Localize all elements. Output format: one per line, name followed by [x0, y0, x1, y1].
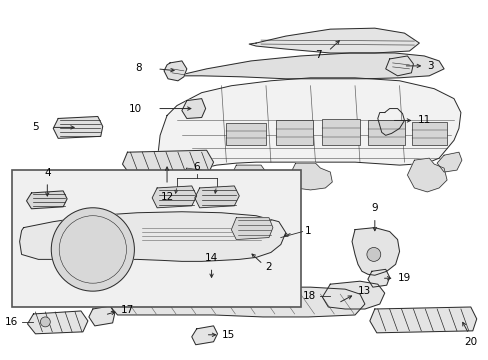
- Text: 13: 13: [357, 286, 370, 296]
- Text: 20: 20: [463, 337, 476, 347]
- Polygon shape: [288, 163, 331, 190]
- Polygon shape: [152, 186, 196, 208]
- Polygon shape: [164, 61, 186, 81]
- Polygon shape: [157, 78, 460, 175]
- Polygon shape: [231, 218, 272, 239]
- Polygon shape: [177, 53, 443, 79]
- Polygon shape: [367, 269, 389, 287]
- Polygon shape: [194, 186, 239, 208]
- Text: 11: 11: [417, 116, 430, 126]
- Text: 10: 10: [129, 104, 142, 113]
- Polygon shape: [180, 168, 206, 185]
- Polygon shape: [385, 56, 412, 76]
- Polygon shape: [322, 281, 384, 309]
- Text: 17: 17: [121, 305, 134, 315]
- Text: 3: 3: [427, 61, 433, 71]
- Polygon shape: [27, 311, 88, 334]
- Polygon shape: [122, 150, 213, 175]
- Bar: [322, 120, 359, 145]
- Text: 5: 5: [32, 122, 39, 132]
- Text: 1: 1: [304, 226, 310, 235]
- Text: 9: 9: [371, 203, 377, 213]
- Polygon shape: [229, 165, 278, 192]
- Text: 6: 6: [193, 162, 200, 172]
- Text: 7: 7: [314, 50, 321, 60]
- Circle shape: [51, 208, 134, 291]
- Circle shape: [366, 247, 380, 261]
- Bar: [226, 123, 265, 145]
- Polygon shape: [249, 28, 419, 53]
- Polygon shape: [191, 326, 217, 345]
- Polygon shape: [53, 117, 102, 138]
- Text: 2: 2: [264, 262, 271, 272]
- Text: 15: 15: [221, 330, 234, 340]
- Text: 12: 12: [160, 192, 173, 202]
- Text: 16: 16: [4, 317, 18, 327]
- Polygon shape: [89, 306, 114, 326]
- Polygon shape: [20, 212, 285, 261]
- Polygon shape: [436, 152, 461, 172]
- Polygon shape: [191, 273, 226, 294]
- Bar: [411, 122, 446, 145]
- Text: 19: 19: [397, 273, 410, 283]
- Circle shape: [41, 317, 50, 327]
- Polygon shape: [407, 158, 446, 192]
- Text: 4: 4: [44, 168, 51, 178]
- Text: 14: 14: [204, 253, 218, 264]
- Polygon shape: [369, 307, 476, 333]
- Bar: [367, 121, 405, 145]
- Polygon shape: [182, 99, 205, 118]
- Bar: [275, 121, 313, 145]
- Polygon shape: [26, 191, 67, 209]
- Polygon shape: [351, 228, 399, 275]
- Text: 18: 18: [303, 291, 316, 301]
- Text: 8: 8: [135, 63, 142, 73]
- Polygon shape: [110, 287, 364, 317]
- Bar: [12, 170, 300, 307]
